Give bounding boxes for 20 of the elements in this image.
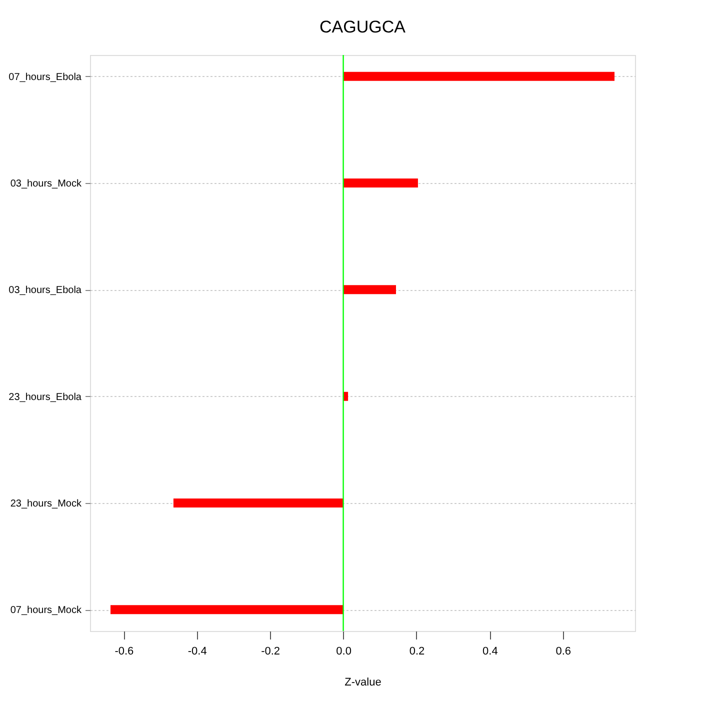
x-tick-label: -0.6: [114, 646, 134, 658]
y-tick-label: 03_hours_Mock: [10, 178, 82, 190]
x-tick-label: 0.4: [482, 646, 498, 658]
y-tick-label: 23_hours_Mock: [10, 498, 82, 510]
x-tick-label: 0.6: [556, 646, 572, 658]
x-tick-label: -0.4: [188, 646, 207, 658]
y-tick-label: 23_hours_Ebola: [8, 392, 82, 403]
bar: [173, 498, 344, 508]
y-tick-label: 07_hours_Ebola: [8, 72, 82, 83]
x-tick-label: 0.0: [336, 646, 352, 658]
bar: [343, 72, 615, 81]
x-tick-label: 0.2: [409, 646, 425, 658]
bar: [343, 285, 396, 294]
bar: [343, 178, 418, 188]
chart-title: CAGUGCA: [320, 17, 406, 36]
x-axis-title: Z-value: [344, 676, 382, 688]
bar: [110, 605, 344, 614]
y-tick-label: 07_hours_Mock: [10, 605, 82, 616]
y-tick-label: 03_hours_Ebola: [8, 285, 82, 296]
x-tick-label: -0.2: [261, 646, 280, 658]
